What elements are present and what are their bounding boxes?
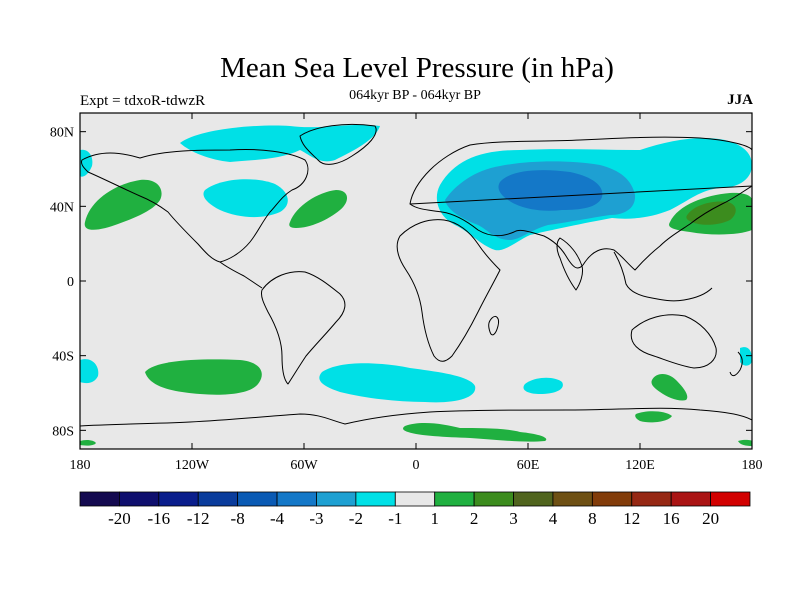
- coast-south-america: [261, 271, 346, 385]
- lat-tick-label: 40S: [52, 350, 74, 365]
- coast-new-zealand: [729, 351, 743, 377]
- colorbar-label: -16: [147, 509, 170, 528]
- colorbar-label: 20: [702, 509, 719, 528]
- coast-madagascar: [488, 315, 499, 336]
- lon-tick-label: 180: [70, 458, 91, 473]
- colorbar-label: 4: [549, 509, 558, 528]
- experiment-label: Expt = tdxoR-tdwzR: [80, 93, 206, 109]
- colorbar-swatch: [355, 491, 396, 507]
- colorbar-swatch: [631, 491, 672, 507]
- colorbar-swatch: [473, 491, 514, 507]
- colorbar-label: 8: [588, 509, 597, 528]
- colorbar-swatch: [394, 491, 436, 507]
- colorbar-label: 16: [663, 509, 680, 528]
- coastlines: [80, 123, 752, 427]
- north-pacific-high-west: [84, 179, 162, 230]
- colorbar-label: -8: [231, 509, 245, 528]
- longitude-axis: 180 120W 60W 0 60E 120E 180: [70, 113, 763, 473]
- colorbar-swatch: [237, 491, 278, 507]
- coast-greenland: [299, 123, 377, 165]
- colorbar-swatch: [670, 491, 711, 507]
- lon-tick-label: 60E: [517, 458, 540, 473]
- australia-high: [651, 374, 688, 401]
- coast-southeast-asia: [613, 251, 713, 302]
- colorbar-swatch: [158, 491, 199, 507]
- colorbar-swatch: [276, 491, 317, 507]
- season-label: JJA: [727, 92, 753, 108]
- north-pacific-high-core: [686, 201, 736, 225]
- southern-ocean-low: [319, 363, 476, 403]
- lon-tick-label: 120W: [175, 458, 210, 473]
- south-pacific-low-edge: [80, 359, 99, 384]
- colorbar-label: -3: [309, 509, 323, 528]
- east-pacific-low-edge: [740, 347, 752, 366]
- colorbar-label: 3: [509, 509, 518, 528]
- colorbar-label: -1: [388, 509, 402, 528]
- coast-australia: [630, 314, 717, 369]
- colorbar-label: -12: [187, 509, 210, 528]
- colorbar-label: -2: [349, 509, 363, 528]
- lon-tick-label: 0: [413, 458, 420, 473]
- coast-north-america: [81, 149, 309, 263]
- colorbar-swatch: [552, 491, 593, 507]
- greenland-arctic-low: [180, 124, 380, 162]
- coast-africa: [396, 219, 501, 362]
- lat-tick-label: 80S: [52, 424, 74, 439]
- lat-tick-label: 40N: [50, 200, 74, 215]
- colorbar-swatch: [316, 491, 357, 507]
- antarctic-high-edge-east: [738, 439, 752, 446]
- antarctic-high-edge-west: [80, 439, 96, 446]
- colorbar-swatch: [79, 491, 120, 507]
- south-pacific-high: [145, 359, 262, 395]
- colorbar-label: 12: [623, 509, 640, 528]
- colorbar-swatch: [119, 491, 160, 507]
- lon-tick-label: 60W: [290, 458, 318, 473]
- colorbar-label: 2: [470, 509, 479, 528]
- asia-low-core: [498, 170, 603, 211]
- chart-subtitle: 064kyr BP - 064kyr BP: [349, 88, 481, 103]
- coast-eurasia: [409, 136, 752, 271]
- indian-ocean-low: [523, 377, 563, 394]
- north-america-low: [203, 179, 288, 218]
- colorbar-label: 1: [430, 509, 439, 528]
- chart-title: Mean Sea Level Pressure (in hPa): [220, 52, 614, 84]
- coast-india: [556, 237, 583, 291]
- colorbar-label: -4: [270, 509, 285, 528]
- north-atlantic-high: [289, 190, 348, 228]
- lon-tick-label: 180: [742, 458, 763, 473]
- lat-tick-label: 0: [67, 275, 74, 290]
- colorbar-swatch: [591, 491, 633, 507]
- colorbar-swatch: [513, 491, 554, 507]
- latitude-axis: 80N 40N 0 40S 80S: [50, 126, 752, 439]
- colorbar-swatch: [710, 491, 751, 507]
- coast-central-america: [219, 261, 263, 289]
- colorbar-swatch: [434, 491, 475, 507]
- colorbar-label: -20: [108, 509, 131, 528]
- antarctic-high-west: [635, 411, 672, 423]
- colorbar-swatch: [197, 491, 239, 507]
- colorbar: -20 -16 -12 -8 -4 -3 -2 -1 1 2 3 4 8 12 16 20: [79, 491, 751, 528]
- lat-tick-label: 80N: [50, 126, 74, 141]
- lon-tick-label: 120E: [625, 458, 655, 473]
- coast-antarctica: [80, 407, 752, 427]
- antarctic-high-atlantic: [403, 422, 547, 442]
